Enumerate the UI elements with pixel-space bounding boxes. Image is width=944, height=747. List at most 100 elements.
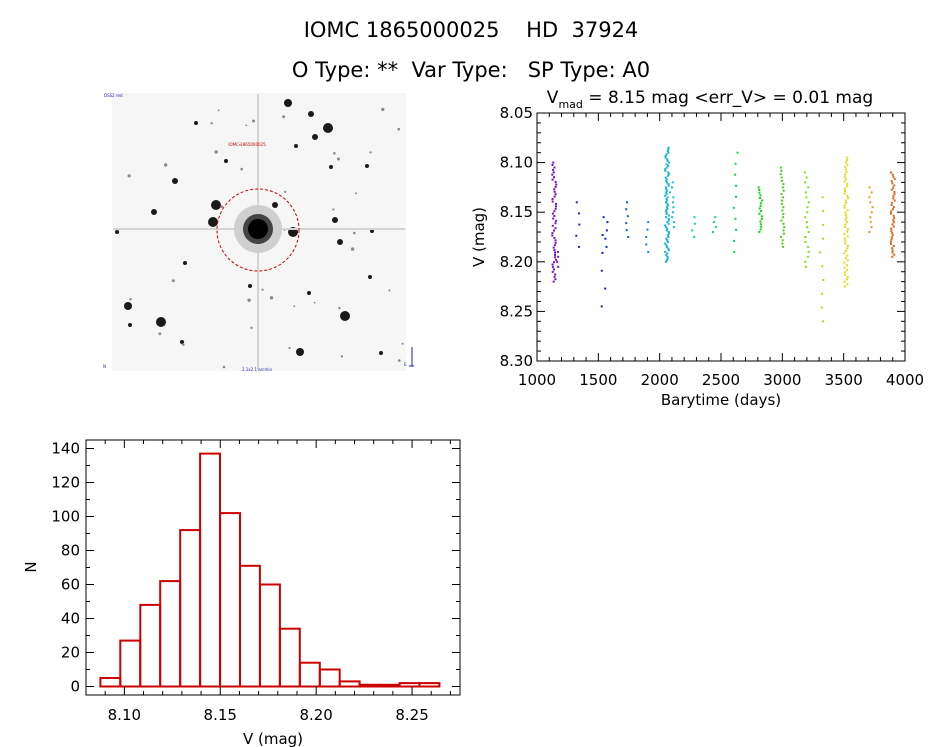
lc-point	[626, 201, 628, 204]
lc-point	[805, 196, 808, 199]
histogram-chart: 8.10 8.15 8.20 8.25 0 20 40 60 80 100 120 140 V (m…	[22, 439, 461, 747]
lc-point	[807, 186, 810, 189]
lc-point	[846, 182, 849, 185]
lc-point	[846, 235, 849, 238]
faint-star	[222, 365, 226, 369]
hist-bar	[398, 682, 421, 688]
lc-point	[665, 254, 668, 257]
hist-bar	[179, 529, 202, 688]
lc-point	[667, 231, 670, 233]
lc-point	[664, 250, 667, 253]
lc-point	[843, 233, 846, 236]
lc-point	[666, 229, 668, 232]
hist-bar	[278, 627, 301, 688]
lc-point	[553, 249, 556, 252]
lc-point	[821, 196, 824, 199]
lc-point	[847, 228, 849, 231]
lc-point	[844, 240, 847, 243]
lc-point	[822, 223, 825, 226]
lc-point	[554, 227, 557, 230]
lc-point	[890, 210, 893, 213]
lc-point	[665, 199, 668, 202]
lc-point	[844, 161, 847, 164]
hist-bar	[139, 603, 162, 688]
lc-point	[551, 198, 554, 200]
faint-star	[250, 326, 253, 329]
lc-point	[605, 229, 608, 232]
lc-point	[553, 236, 556, 239]
faint-star	[181, 343, 185, 346]
hist-x-axis-label: V (mag)	[243, 730, 303, 747]
faint-star	[158, 332, 162, 336]
lc-point	[891, 234, 894, 237]
lc-point	[665, 245, 668, 248]
lc-point	[553, 195, 556, 198]
sky-image-panel: DSS2 red IOMC 1865000025 N 2.1x2.1 arcmi…	[103, 93, 414, 372]
star	[368, 275, 372, 279]
lc-point	[807, 231, 810, 233]
hist-bar	[298, 661, 321, 688]
lc-point	[665, 209, 667, 212]
lc-point	[647, 221, 650, 224]
lc-point	[666, 239, 669, 242]
lc-point	[758, 231, 761, 233]
lc-point	[665, 201, 667, 204]
lc-point	[672, 206, 675, 209]
lc-point	[892, 195, 895, 198]
lc-point	[553, 166, 556, 169]
lc-point	[782, 212, 785, 215]
lc-point	[807, 245, 810, 248]
star	[224, 159, 228, 163]
star	[308, 111, 314, 117]
image-label-top-left: DSS2 red	[104, 93, 123, 98]
star	[340, 311, 350, 321]
lc-point	[893, 191, 896, 193]
lc-x-axis-label: Barytime (days)	[661, 391, 781, 409]
lc-point	[667, 146, 670, 149]
lc-point	[733, 239, 735, 242]
lc-point	[691, 229, 694, 232]
lc-point	[804, 216, 807, 219]
lc-point	[780, 176, 783, 179]
lc-point	[843, 280, 846, 283]
lc-point	[625, 208, 628, 211]
lc-point	[893, 184, 896, 187]
lc-point	[844, 178, 847, 181]
lc-x-tick-label: 3500	[825, 371, 863, 389]
faint-star	[239, 143, 241, 146]
lc-point	[843, 261, 846, 264]
faint-star	[332, 208, 335, 211]
image-label-center: IOMC 1865000025	[228, 142, 266, 147]
lc-point	[732, 206, 735, 209]
lc-y-tick-label: 8.10	[500, 154, 533, 172]
lc-point	[892, 175, 895, 178]
lc-point	[892, 245, 895, 247]
lc-point	[869, 221, 872, 224]
lc-point	[601, 251, 604, 254]
lc-point	[665, 193, 668, 195]
lc-point	[665, 226, 667, 229]
hist-x-tick-label: 8.20	[299, 706, 332, 724]
faint-star	[288, 346, 291, 350]
lc-point	[627, 236, 630, 238]
lc-point	[665, 153, 668, 156]
lc-point	[667, 173, 670, 176]
lc-point	[804, 265, 807, 268]
hist-bar	[199, 452, 222, 688]
lc-point	[554, 278, 557, 281]
lc-point	[781, 179, 784, 182]
lc-point	[844, 214, 847, 216]
faint-star	[282, 115, 286, 119]
lc-x-ticks: 1000 1500 2000 2500 3000 3500 4000	[518, 113, 924, 389]
lc-point	[666, 158, 669, 161]
lc-point	[553, 268, 555, 271]
lc-point	[758, 191, 761, 194]
lc-point	[712, 231, 714, 233]
lc-point	[665, 191, 668, 194]
hist-y-axis-label: N	[22, 561, 40, 572]
lc-point	[666, 189, 669, 192]
lc-point	[890, 204, 893, 206]
lc-point	[822, 210, 825, 213]
lc-point	[664, 194, 667, 197]
lc-point	[782, 222, 785, 225]
